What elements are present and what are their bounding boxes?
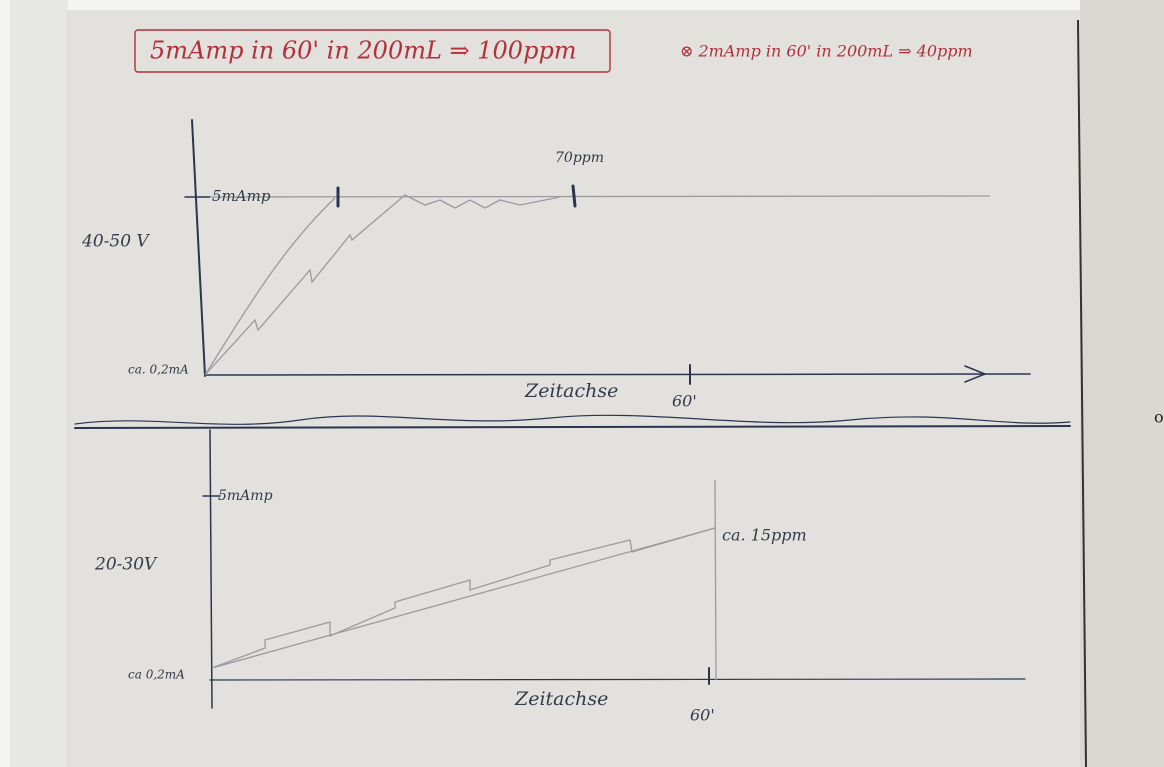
voltage-label: 40-50 V bbox=[81, 232, 150, 252]
concentration-label: ca. 15ppm bbox=[722, 526, 807, 545]
tick bbox=[573, 186, 575, 206]
current-label: 5mAmp bbox=[218, 488, 273, 504]
note-alt: ⊗ 2mAmp in 60' in 200mL ⇒ 40ppm bbox=[680, 42, 973, 61]
table-surface bbox=[10, 0, 68, 767]
photo: 5mAmp in 60' in 200mL ⇒ 100ppm ⊗ 2mAmp i… bbox=[0, 0, 1164, 767]
voltage-label: 20-30V bbox=[94, 555, 158, 575]
x-axis bbox=[205, 374, 1030, 375]
page: 5mAmp in 60' in 200mL ⇒ 100ppm ⊗ 2mAmp i… bbox=[0, 0, 1164, 767]
concentration-label: 70ppm bbox=[555, 150, 604, 166]
baseline-label: ca. 0,2mA bbox=[128, 363, 189, 377]
current-label: 5mAmp bbox=[212, 187, 271, 205]
note-main: 5mAmp in 60' in 200mL ⇒ 100ppm bbox=[150, 37, 577, 65]
baseline-label: ca 0,2mA bbox=[128, 668, 185, 682]
x-axis-label: Zeitachse bbox=[514, 688, 608, 710]
margin-mark: o bbox=[1154, 408, 1164, 427]
time-label: 60' bbox=[672, 392, 697, 411]
time-label: 60' bbox=[690, 706, 715, 725]
table-surface bbox=[1080, 0, 1164, 767]
x-axis-label: Zeitachse bbox=[524, 380, 618, 402]
